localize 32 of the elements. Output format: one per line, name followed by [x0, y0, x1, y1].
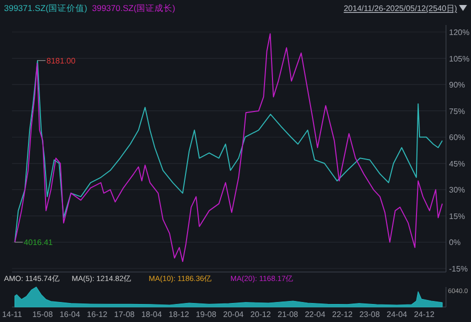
x-tick-label: 15-08 — [32, 310, 54, 319]
y-tick-label: 0% — [449, 238, 461, 248]
x-tick-label: 23-08 — [359, 310, 380, 319]
y-tick-label: 105% — [449, 54, 470, 64]
x-tick-label: 14-11 — [2, 310, 22, 319]
text: 399371.SZ(国证价值) — [4, 3, 88, 13]
y-tick-label: 60% — [449, 133, 466, 142]
y-tick-label: 15% — [449, 212, 466, 221]
y-tick-label: 120% — [449, 28, 470, 38]
text: 399370.SZ(国证成长) — [92, 3, 176, 13]
annotation: 4016.41 — [24, 238, 54, 248]
x-tick-label: 16-04 — [60, 310, 81, 319]
x-tick-label: 22-12 — [332, 310, 354, 319]
x-tick-label: 18-04 — [141, 310, 162, 319]
line-series — [14, 33, 443, 262]
annotation: 8181.00 — [46, 56, 76, 66]
x-tick-label: 17-08 — [114, 310, 136, 319]
x-tick-label: 24-04 — [386, 310, 408, 319]
y-tick-label: 90% — [449, 80, 466, 90]
y-tick-label: 75% — [449, 106, 466, 116]
x-tick-label: 20-04 — [223, 310, 244, 319]
y-tick-label: 45% — [449, 159, 466, 168]
y-tick-label: -15% — [449, 264, 468, 274]
x-tick-label: 24-12 — [414, 310, 435, 319]
x-tick-label: 20-12 — [250, 310, 272, 319]
y-tick-label: 30% — [449, 186, 466, 195]
x-tick-label: 21-08 — [278, 310, 299, 319]
x-tick-label: 19-08 — [196, 310, 217, 319]
x-tick-label: 16-12 — [86, 310, 108, 319]
chart-subtitle: 2014/11/26-2025/05/12(2540日) — [344, 4, 458, 13]
x-tick-label: 18-12 — [168, 310, 190, 319]
x-tick-label: 22-04 — [304, 310, 326, 319]
